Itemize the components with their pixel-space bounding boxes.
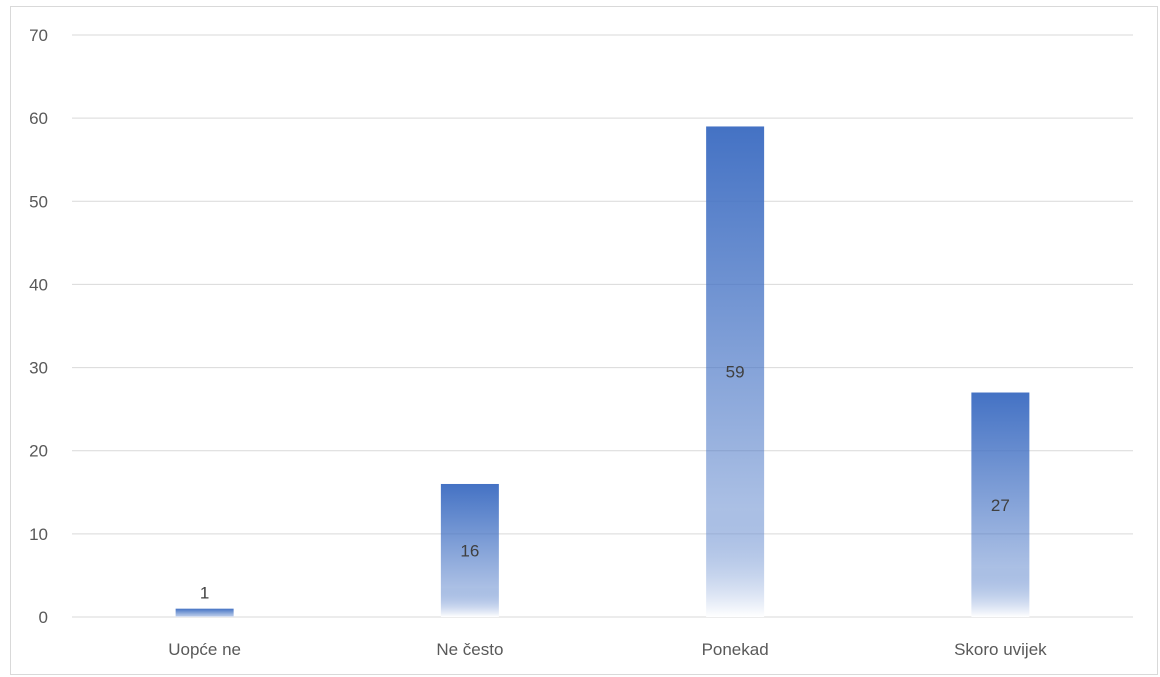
chart-frame xyxy=(10,6,1158,675)
data-label: 59 xyxy=(726,363,745,382)
bar xyxy=(440,483,499,617)
data-label: 1 xyxy=(200,584,209,603)
y-tick-label: 70 xyxy=(29,26,48,45)
data-labels: 1 16 59 27 xyxy=(200,363,1010,603)
bar xyxy=(706,126,765,617)
y-axis-tick-labels: 0 10 20 30 40 50 60 70 xyxy=(29,26,48,627)
y-tick-label: 50 xyxy=(29,192,48,211)
y-tick-label: 60 xyxy=(29,109,48,128)
y-tick-label: 20 xyxy=(29,442,48,461)
y-tick-label: 10 xyxy=(29,525,48,544)
y-tick-label: 0 xyxy=(39,608,48,627)
data-label: 16 xyxy=(460,541,479,560)
x-category-label: Ne često xyxy=(436,640,503,659)
gridlines xyxy=(72,34,1133,618)
y-tick-label: 40 xyxy=(29,275,48,294)
x-category-label: Uopće ne xyxy=(168,640,241,659)
y-tick-label: 30 xyxy=(29,359,48,378)
x-axis-category-labels: Uopće ne Ne često Ponekad Skoro uvijek xyxy=(168,640,1047,659)
bars xyxy=(175,126,1030,617)
x-category-label: Skoro uvijek xyxy=(954,640,1047,659)
bar xyxy=(175,608,234,617)
data-label: 27 xyxy=(991,496,1010,515)
bar xyxy=(971,392,1030,617)
x-category-label: Ponekad xyxy=(702,640,769,659)
